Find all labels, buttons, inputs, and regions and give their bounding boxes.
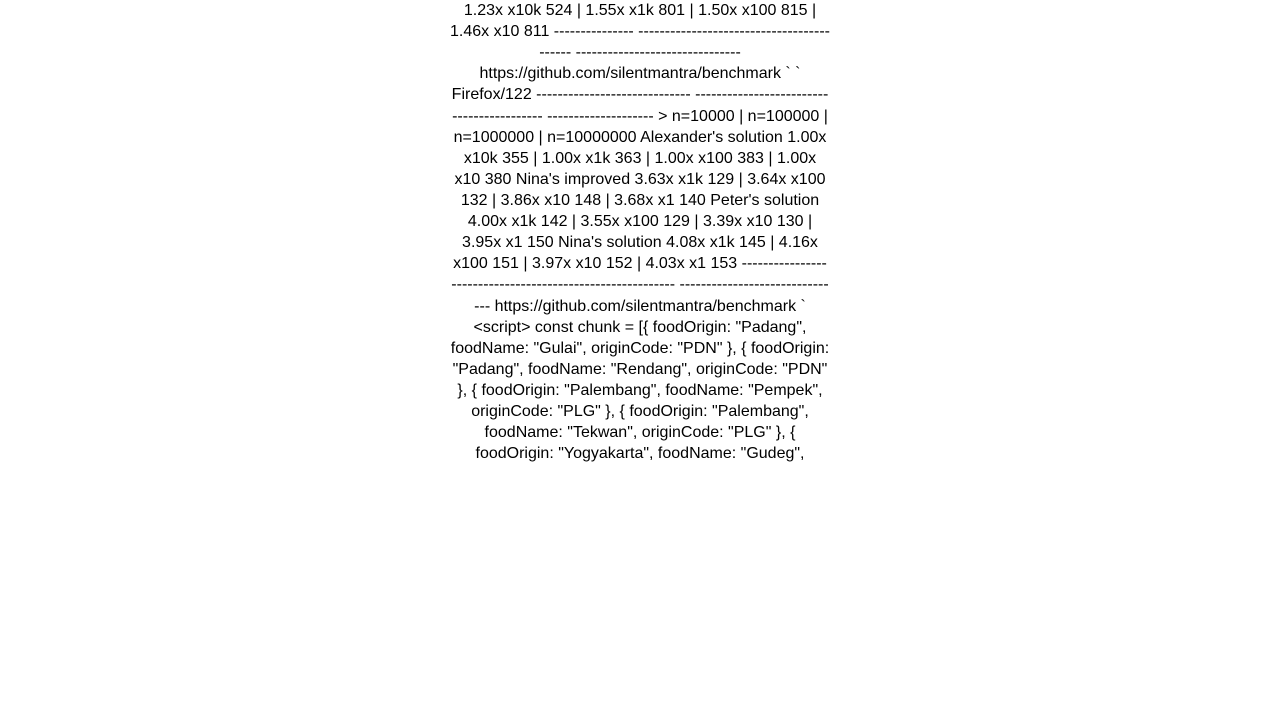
text-content-block: 1.23x x10k 524 | 1.55x x1k 801 | 1.50x x… <box>450 0 830 464</box>
